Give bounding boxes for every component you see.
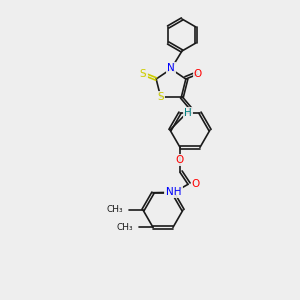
Text: CH₃: CH₃ bbox=[106, 206, 123, 214]
Text: NH: NH bbox=[166, 187, 182, 197]
Text: O: O bbox=[194, 69, 202, 79]
Text: CH₃: CH₃ bbox=[116, 223, 133, 232]
Text: N: N bbox=[167, 63, 175, 73]
Text: S: S bbox=[140, 69, 146, 79]
Text: H: H bbox=[165, 187, 173, 197]
Text: O: O bbox=[176, 155, 184, 165]
Text: H: H bbox=[184, 108, 192, 118]
Text: S: S bbox=[158, 92, 164, 102]
Text: O: O bbox=[192, 179, 200, 189]
